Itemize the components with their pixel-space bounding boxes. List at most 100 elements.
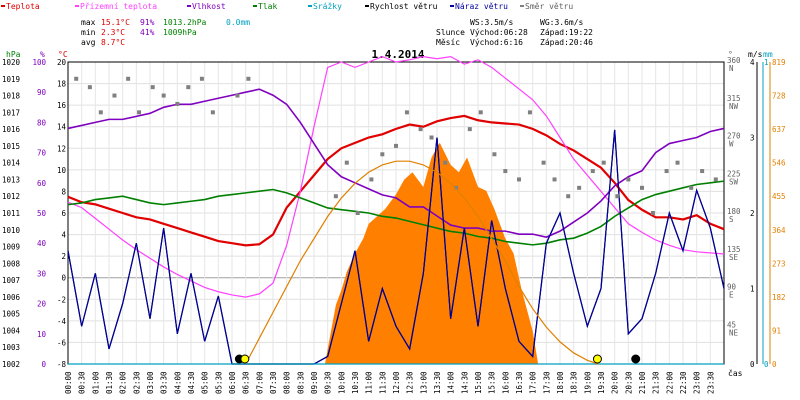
tick-radiation-7: 637 bbox=[772, 125, 786, 134]
tick-pressure-13: 1015 bbox=[2, 142, 20, 151]
tick-time-22: 11:00 bbox=[365, 371, 374, 394]
tick-humidity-7: 70 bbox=[37, 149, 47, 158]
wind-direction-point-15 bbox=[344, 160, 349, 165]
axis-unit-pressure: hPa bbox=[6, 50, 21, 59]
tick-direction-3: 180 bbox=[727, 207, 741, 216]
tick-radiation-8: 728 bbox=[772, 92, 786, 101]
tick-direction-name-0: NE bbox=[729, 328, 739, 337]
tick-temperature-3: -2 bbox=[57, 295, 66, 304]
moonset: Západ:20:46 bbox=[540, 38, 593, 47]
tick-rain-1: 1 bbox=[764, 58, 769, 67]
wind-direction-point-17 bbox=[369, 177, 374, 182]
tick-direction-name-7: N bbox=[729, 64, 734, 73]
tick-time-12: 06:00 bbox=[228, 371, 237, 394]
wind-direction-point-6 bbox=[150, 85, 155, 90]
tick-humidity-9: 90 bbox=[37, 88, 47, 97]
wind-direction-point-42 bbox=[675, 160, 680, 165]
legend-swatch-2 bbox=[187, 5, 191, 7]
wind-direction-point-41 bbox=[664, 169, 669, 174]
wind-direction-point-35 bbox=[590, 169, 595, 174]
wind-direction-point-29 bbox=[517, 177, 521, 182]
marker-3 bbox=[631, 354, 641, 364]
tick-temperature-7: 6 bbox=[61, 209, 66, 218]
tick-direction-6: 315 bbox=[727, 94, 741, 103]
tick-time-1: 00:30 bbox=[78, 371, 87, 394]
stat-min-hum: 41% bbox=[140, 28, 155, 37]
wind-direction-point-22 bbox=[429, 135, 434, 140]
tick-time-15: 07:30 bbox=[269, 371, 278, 394]
legend-label-teplota: Teplota bbox=[6, 2, 40, 11]
wind-direction-point-18 bbox=[380, 152, 385, 157]
tick-time-29: 14:30 bbox=[460, 371, 469, 394]
tick-temperature-13: 18 bbox=[57, 80, 67, 89]
tick-temperature-9: 10 bbox=[57, 166, 67, 175]
tick-radiation-4: 364 bbox=[772, 226, 786, 235]
tick-pressure-15: 1017 bbox=[2, 108, 20, 117]
tick-radiation-5: 455 bbox=[772, 192, 786, 201]
wind-direction-point-9 bbox=[186, 85, 191, 90]
tick-radiation-1: 91 bbox=[772, 326, 781, 335]
legend-swatch-3 bbox=[253, 5, 257, 7]
tick-time-25: 12:30 bbox=[406, 371, 415, 394]
tick-time-4: 02:00 bbox=[119, 371, 128, 394]
wind-direction-point-12 bbox=[235, 93, 240, 98]
tick-direction-1: 90 bbox=[727, 283, 737, 292]
tick-temperature-6: 4 bbox=[61, 231, 66, 240]
tick-time-34: 17:00 bbox=[529, 371, 538, 394]
tick-direction-0: 45 bbox=[727, 320, 736, 329]
axis-unit-wind: m/s bbox=[748, 50, 763, 59]
tick-pressure-14: 1016 bbox=[2, 125, 21, 134]
tick-temperature-11: 14 bbox=[57, 123, 67, 132]
wind-direction-point-32 bbox=[552, 177, 557, 182]
wind-direction-point-28 bbox=[503, 169, 508, 174]
legend-label-smer-vetru: Směr větru bbox=[525, 2, 574, 11]
tick-pressure-4: 1006 bbox=[2, 293, 21, 302]
wind-direction-point-25 bbox=[467, 127, 472, 132]
wind-direction-point-34 bbox=[577, 185, 582, 190]
axis-unit-rain: mm bbox=[763, 50, 773, 59]
tick-direction-4: 225 bbox=[727, 169, 741, 178]
tick-wind-4: 4 bbox=[750, 58, 755, 67]
tick-temperature-12: 16 bbox=[57, 101, 67, 110]
wind-direction-point-24 bbox=[454, 185, 459, 190]
tick-time-35: 17:30 bbox=[542, 371, 551, 394]
tick-direction-2: 135 bbox=[727, 245, 741, 254]
wind-direction-point-8 bbox=[175, 101, 180, 106]
series-5-line bbox=[67, 129, 725, 365]
tick-time-14: 07:00 bbox=[255, 371, 264, 394]
tick-humidity-5: 50 bbox=[37, 209, 47, 218]
series-0-line bbox=[67, 114, 725, 247]
tick-time-36: 18:00 bbox=[556, 371, 565, 394]
wind-direction-point-14 bbox=[333, 194, 338, 199]
tick-temperature-0: -8 bbox=[57, 360, 67, 369]
legend: Teplota Přízemní teplota Vlhkost Tlak Sr… bbox=[0, 2, 800, 52]
tick-time-6: 03:00 bbox=[146, 371, 155, 394]
legend-swatch-4 bbox=[308, 5, 312, 7]
tick-pressure-12: 1014 bbox=[2, 159, 21, 168]
tick-time-5: 02:30 bbox=[132, 371, 141, 394]
stat-min-label: min bbox=[81, 28, 96, 37]
tick-pressure-9: 1011 bbox=[2, 209, 20, 218]
tick-direction-5: 270 bbox=[727, 132, 741, 141]
legend-swatch-1 bbox=[75, 5, 79, 7]
series-9-line bbox=[245, 160, 599, 365]
tick-time-27: 13:30 bbox=[433, 371, 442, 394]
axis-unit-temperature: °C bbox=[58, 50, 68, 59]
tick-humidity-1: 10 bbox=[37, 330, 47, 339]
tick-temperature-2: -4 bbox=[57, 317, 67, 326]
tick-radiation-2: 182 bbox=[772, 293, 786, 302]
tick-time-9: 04:30 bbox=[187, 371, 196, 394]
tick-radiation-9: 819 bbox=[772, 58, 786, 67]
tick-time-0: 00:00 bbox=[64, 371, 73, 394]
tick-pressure-10: 1012 bbox=[2, 192, 20, 201]
legend-label-tlak: Tlak bbox=[258, 2, 278, 11]
tick-pressure-17: 1019 bbox=[2, 75, 20, 84]
tick-wind-0: 0 bbox=[750, 360, 755, 369]
tick-time-24: 12:00 bbox=[392, 371, 401, 394]
tick-rain-0: 0 bbox=[764, 360, 769, 369]
tick-temperature-5: 2 bbox=[61, 252, 66, 261]
legend-swatch-7 bbox=[520, 5, 524, 7]
tick-time-11: 05:30 bbox=[214, 371, 223, 394]
